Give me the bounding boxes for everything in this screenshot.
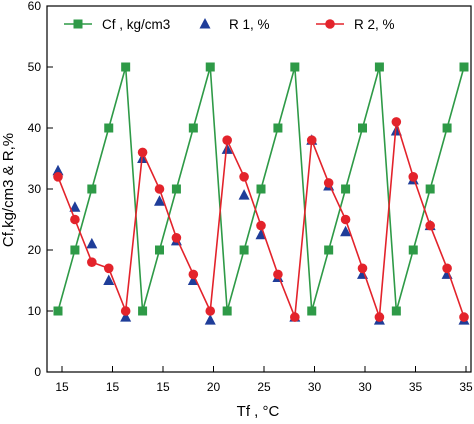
data-point-cf (70, 245, 80, 255)
y-axis-title: Cf,kg/cm3 & R,% (0, 133, 17, 247)
x-tick-label: 30 (358, 380, 372, 394)
y-tick-label: 60 (28, 0, 42, 13)
x-tick-label: 15 (55, 380, 69, 394)
legend-label-cf: Cf , kg/cm3 (102, 17, 170, 32)
data-point-r1 (187, 274, 199, 285)
data-point-r2 (222, 135, 232, 145)
data-point-r1 (69, 201, 81, 212)
data-point-cf (239, 245, 249, 255)
data-point-r2 (357, 263, 368, 274)
data-point-r1 (255, 228, 267, 240)
x-tick-label: 35 (459, 380, 473, 394)
x-tick-label: 25 (257, 380, 271, 394)
data-point-cf (171, 184, 181, 194)
y-tick-label: 30 (28, 182, 42, 196)
legend-label-r1: R 1, % (229, 17, 270, 32)
data-point-r2 (442, 263, 452, 274)
data-point-cf (324, 245, 334, 255)
data-point-r2 (459, 312, 469, 322)
x-tick-label: 15 (156, 380, 170, 394)
data-point-cf (87, 184, 97, 194)
data-point-cf (391, 306, 401, 316)
y-axis: 0 10 20 30 40 50 60 (28, 0, 53, 379)
data-point-cf (205, 62, 215, 72)
data-point-cf (104, 123, 114, 133)
data-point-r2 (103, 263, 114, 274)
x-tick-label: 35 (409, 380, 423, 394)
data-point-cf (408, 245, 418, 255)
data-point-cf (374, 62, 384, 72)
x-axis: 15 15 15 20 25 30 30 35 35 (55, 366, 473, 394)
y-tick-label: 40 (28, 121, 42, 135)
data-point-r2 (120, 306, 131, 316)
data-point-r2 (290, 312, 300, 322)
x-tick-label: 20 (207, 380, 221, 394)
data-point-r2 (391, 117, 402, 127)
data-point-cf (53, 306, 63, 316)
data-point-r1 (204, 314, 216, 325)
x-tick-label: 15 (106, 380, 120, 394)
series-layer (52, 62, 470, 325)
data-point-cf (138, 306, 148, 316)
data-point-r2 (239, 172, 249, 182)
data-point-r1 (103, 274, 115, 285)
data-point-r2 (70, 214, 80, 225)
legend-marker-cf (73, 19, 83, 29)
data-point-r1 (52, 164, 64, 176)
y-tick-label: 10 (28, 304, 42, 318)
data-point-r1 (221, 143, 233, 154)
data-point-r2 (323, 178, 334, 188)
data-point-r2 (53, 172, 63, 182)
data-point-r2 (306, 135, 317, 145)
data-point-cf (222, 306, 232, 316)
data-point-r1 (86, 237, 98, 249)
data-point-cf (459, 62, 469, 72)
data-point-r2 (171, 233, 182, 243)
data-point-r2 (205, 306, 216, 316)
legend-label-r2: R 2, % (354, 17, 395, 32)
data-point-r1 (238, 189, 250, 200)
data-point-cf (358, 123, 367, 133)
data-point-cf (290, 62, 300, 72)
x-axis-title: Tf , °C (237, 403, 280, 420)
data-point-r2 (374, 312, 385, 322)
data-point-r2 (425, 220, 435, 231)
y-tick-label: 50 (28, 60, 42, 74)
data-point-r1 (340, 225, 352, 237)
data-point-r2 (154, 184, 165, 194)
data-point-cf (155, 245, 164, 255)
x-tick-label: 30 (308, 380, 322, 394)
data-point-cf (442, 123, 452, 133)
data-point-cf (273, 123, 283, 133)
data-point-r2 (137, 147, 148, 158)
legend-marker-r2 (325, 19, 335, 29)
data-point-cf (121, 62, 131, 72)
data-point-r2 (188, 269, 199, 280)
data-point-cf (188, 123, 198, 133)
data-point-cf (425, 184, 435, 194)
data-point-r1 (154, 195, 165, 206)
data-point-r2 (408, 172, 419, 182)
data-point-r2 (273, 269, 283, 280)
y-tick-label: 0 (34, 365, 41, 379)
data-point-r1 (120, 311, 132, 322)
data-point-cf (341, 184, 351, 194)
data-point-r2 (340, 214, 351, 225)
legend: Cf , kg/cm3 R 1, % R 2, % (64, 17, 395, 32)
data-point-cf (307, 306, 317, 316)
y-tick-label: 20 (28, 243, 42, 257)
data-point-cf (256, 184, 266, 194)
data-point-r2 (256, 220, 266, 231)
data-point-r2 (87, 257, 97, 268)
legend-marker-r1 (199, 18, 211, 29)
